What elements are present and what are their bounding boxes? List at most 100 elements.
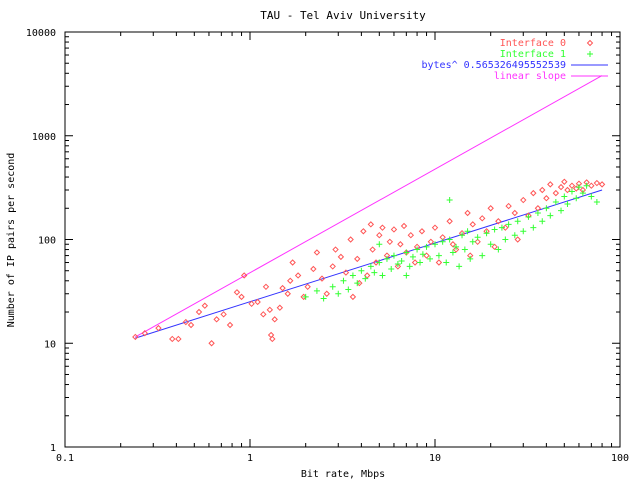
data-point-interface-0 bbox=[175, 335, 182, 343]
data-point-interface-0 bbox=[195, 308, 203, 316]
data-point-interface-1 bbox=[449, 249, 456, 256]
data-point-interface-0 bbox=[213, 316, 220, 323]
data-point-interface-1 bbox=[362, 275, 369, 282]
data-point-interface-0 bbox=[323, 290, 330, 297]
data-point-interface-1 bbox=[367, 263, 374, 270]
data-point-interface-0 bbox=[226, 321, 234, 329]
data-point-interface-0 bbox=[452, 246, 460, 253]
data-point-interface-1 bbox=[335, 290, 342, 297]
series-2-line bbox=[135, 189, 603, 339]
data-point-interface-0 bbox=[547, 181, 554, 188]
data-point-interface-1 bbox=[583, 182, 590, 189]
data-point-interface-1 bbox=[547, 212, 554, 219]
data-point-interface-1 bbox=[467, 255, 474, 262]
data-point-interface-0 bbox=[284, 290, 291, 297]
data-point-interface-1 bbox=[511, 232, 518, 239]
data-point-interface-1 bbox=[313, 287, 320, 294]
series-line bbox=[135, 75, 603, 338]
data-point-interface-1 bbox=[376, 259, 383, 266]
x-tick-label: 100 bbox=[611, 453, 629, 464]
data-point-interface-1 bbox=[487, 241, 494, 248]
data-point-interface-0 bbox=[347, 236, 354, 243]
x-tick-label: 0.1 bbox=[56, 453, 74, 464]
data-point-interface-0 bbox=[427, 238, 435, 246]
legend-symbol-diamond bbox=[586, 39, 594, 47]
data-point-interface-0 bbox=[182, 318, 190, 326]
data-point-interface-1 bbox=[579, 190, 586, 197]
data-point-interface-1 bbox=[498, 224, 505, 231]
data-point-interface-0 bbox=[411, 259, 419, 266]
data-point-interface-0 bbox=[369, 246, 376, 253]
plot-frame bbox=[64, 31, 621, 448]
legend-label: linear slope bbox=[494, 71, 566, 82]
data-point-interface-0 bbox=[386, 238, 394, 246]
data-point-interface-0 bbox=[502, 224, 509, 231]
data-point-interface-1 bbox=[302, 293, 309, 300]
data-point-interface-0 bbox=[332, 246, 339, 253]
chart-title: TAU - Tel Aviv University bbox=[260, 9, 426, 22]
data-point-interface-0 bbox=[233, 289, 241, 296]
data-point-interface-0 bbox=[269, 335, 276, 343]
data-point-interface-0 bbox=[530, 189, 537, 197]
series-3-line bbox=[135, 75, 603, 338]
data-point-interface-1 bbox=[530, 224, 537, 231]
data-point-interface-0 bbox=[238, 293, 245, 301]
data-point-interface-0 bbox=[464, 209, 471, 217]
data-point-interface-1 bbox=[417, 259, 424, 266]
y-axis-label: Number of IP pairs per second bbox=[6, 153, 17, 328]
data-point-interface-1 bbox=[354, 280, 361, 287]
data-point-interface-1 bbox=[358, 267, 365, 274]
data-point-interface-0 bbox=[588, 182, 595, 189]
data-point-interface-1 bbox=[561, 193, 568, 200]
data-point-interface-1 bbox=[525, 213, 532, 220]
data-point-interface-0 bbox=[349, 293, 357, 301]
data-point-interface-1 bbox=[459, 232, 466, 239]
data-point-interface-0 bbox=[568, 182, 576, 189]
data-point-interface-1 bbox=[414, 246, 421, 253]
data-point-interface-0 bbox=[372, 259, 380, 266]
data-point-interface-1 bbox=[427, 255, 434, 262]
data-point-interface-1 bbox=[502, 236, 509, 243]
data-point-interface-0 bbox=[310, 265, 317, 273]
data-point-interface-1 bbox=[505, 221, 512, 228]
data-point-interface-1 bbox=[495, 246, 502, 253]
data-point-interface-1 bbox=[329, 283, 336, 290]
data-point-interface-0 bbox=[367, 221, 375, 228]
y-tick-label: 1 bbox=[50, 443, 56, 454]
data-point-interface-1 bbox=[394, 261, 401, 268]
data-point-interface-0 bbox=[240, 272, 248, 279]
data-point-interface-0 bbox=[313, 249, 321, 256]
data-point-interface-0 bbox=[479, 215, 486, 222]
data-point-interface-1 bbox=[568, 188, 575, 195]
legend-label: Interface 1 bbox=[500, 49, 566, 60]
data-point-interface-1 bbox=[539, 218, 546, 225]
data-point-interface-0 bbox=[505, 202, 512, 210]
data-point-interface-1 bbox=[520, 228, 527, 235]
series-1-points bbox=[302, 182, 600, 302]
data-point-interface-0 bbox=[262, 283, 270, 291]
data-point-interface-1 bbox=[406, 263, 413, 270]
data-point-interface-1 bbox=[479, 252, 486, 259]
data-point-interface-1 bbox=[390, 252, 397, 259]
y-tick-label: 100 bbox=[38, 236, 56, 247]
data-point-interface-1 bbox=[514, 218, 521, 225]
data-point-interface-0 bbox=[573, 185, 580, 192]
data-point-interface-1 bbox=[474, 234, 481, 241]
data-point-interface-0 bbox=[318, 275, 326, 282]
data-point-interface-1 bbox=[593, 198, 600, 205]
data-point-interface-0 bbox=[354, 255, 361, 263]
data-point-interface-0 bbox=[435, 259, 443, 266]
y-tick-label: 10 bbox=[44, 339, 56, 350]
data-point-interface-0 bbox=[201, 302, 209, 309]
data-point-interface-1 bbox=[446, 197, 453, 204]
data-point-interface-0 bbox=[376, 231, 383, 239]
series-line bbox=[135, 189, 603, 339]
data-point-interface-0 bbox=[520, 196, 527, 204]
data-point-interface-0 bbox=[491, 243, 498, 251]
data-point-interface-1 bbox=[371, 269, 378, 276]
data-point-interface-0 bbox=[276, 304, 284, 311]
data-point-interface-0 bbox=[446, 218, 453, 225]
